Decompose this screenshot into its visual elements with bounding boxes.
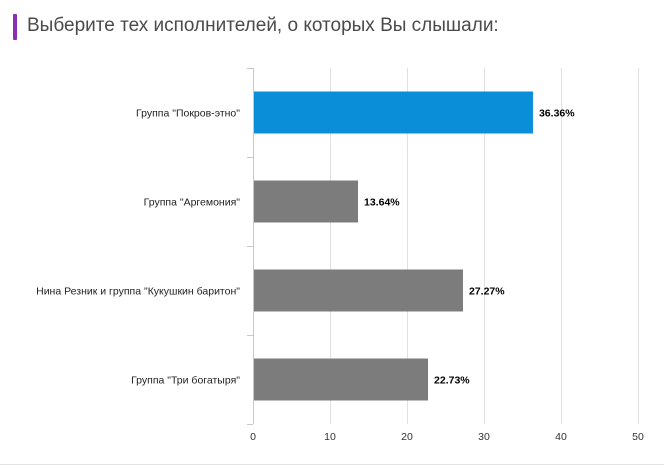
- divider: [0, 464, 664, 465]
- category-label: Нина Резник и группа "Кукушкин баритон": [36, 286, 240, 298]
- x-tick-label: 30: [478, 431, 490, 443]
- category-label: Группа "Покров-этно": [136, 108, 240, 120]
- title-accent-bar: [13, 14, 17, 40]
- x-tick-label: 0: [250, 431, 256, 443]
- page-title: Выберите тех исполнителей, о которых Вы …: [27, 15, 499, 36]
- x-tick-label: 40: [555, 431, 567, 443]
- value-label: 27.27%: [469, 286, 505, 298]
- value-label: 36.36%: [539, 108, 575, 120]
- x-tick-label: 20: [401, 431, 413, 443]
- x-tick-label: 50: [632, 431, 644, 443]
- category-label: Группа "Аргемония": [144, 197, 241, 209]
- value-label: 13.64%: [364, 197, 400, 209]
- bar: [254, 358, 429, 401]
- bar: [254, 180, 359, 223]
- bar: [254, 91, 533, 134]
- x-tick-label: 10: [324, 431, 336, 443]
- value-label: 22.73%: [434, 375, 470, 387]
- category-label: Группа "Три богатыря": [131, 375, 240, 387]
- bar: [254, 269, 463, 312]
